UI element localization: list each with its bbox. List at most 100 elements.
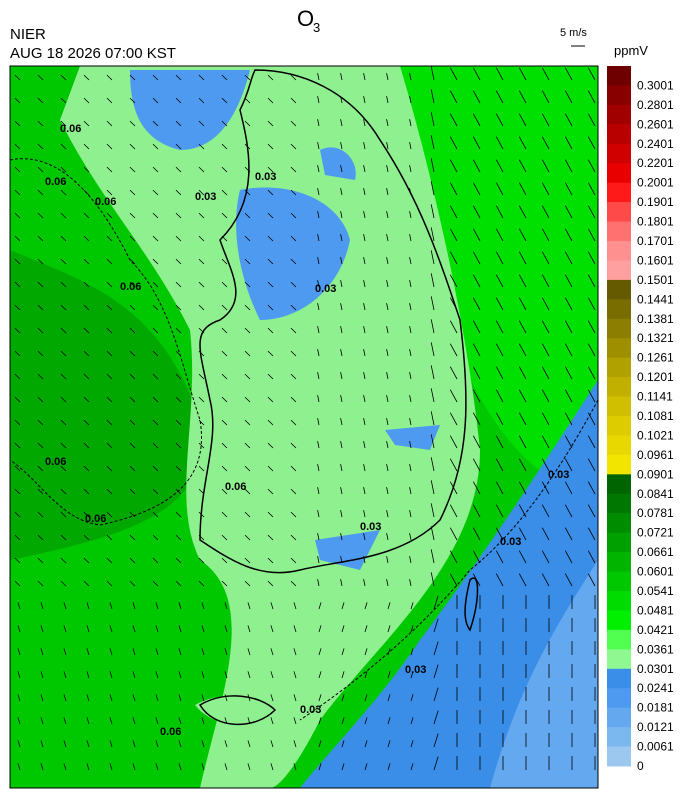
wind-arrow (86, 671, 90, 679)
colorbar-label: 0.0061 (637, 740, 674, 754)
wind-arrow (198, 557, 205, 564)
wind-arrow (14, 396, 21, 403)
wind-arrow (341, 648, 345, 656)
wind-arrow (587, 481, 596, 495)
wind-arrow (37, 580, 44, 587)
wind-arrow (340, 303, 343, 311)
wind-arrow (221, 373, 228, 380)
wind-arrow (14, 465, 21, 472)
wind-arrow (14, 580, 21, 587)
colorbar-box (607, 377, 631, 398)
wind-arrow (83, 327, 90, 334)
wind-arrow (317, 579, 320, 587)
wind-arrow (364, 740, 368, 748)
wind-arrow (433, 733, 439, 748)
wind-arrow (449, 228, 458, 242)
wind-arrow (198, 350, 205, 357)
wind-arrow (564, 412, 573, 426)
wind-arrow (317, 464, 320, 472)
wind-arrow (244, 258, 251, 265)
wind-arrow (290, 120, 297, 127)
wind-arrow (40, 625, 44, 633)
wind-arrow (224, 625, 228, 633)
wind-arrow (201, 694, 205, 702)
colorbar-label: 0.1321 (637, 331, 674, 345)
wind-arrow (267, 143, 274, 150)
wind-arrow (290, 235, 297, 242)
wind-arrow (564, 90, 573, 104)
wind-arrow (409, 372, 412, 380)
wind-arrow (83, 304, 90, 311)
wind-arrow (37, 235, 44, 242)
wind-arrow (587, 297, 596, 311)
wind-arrow (564, 159, 573, 173)
wind-arrow (221, 580, 228, 587)
wind-arrow (267, 166, 274, 173)
wind-arrow (155, 625, 159, 633)
wind-arrow (14, 97, 21, 104)
wind-arrow (83, 97, 90, 104)
wind-arrow (178, 625, 182, 633)
wind-arrow (340, 556, 343, 564)
wind-arrow (17, 671, 21, 679)
contour-label: 0.06 (60, 123, 81, 135)
wind-arrow (290, 419, 297, 426)
wind-arrow (449, 159, 458, 173)
wind-arrow (541, 550, 550, 564)
wind-arrow (201, 602, 205, 610)
wind-arrow (198, 189, 205, 196)
colorbar-box (607, 202, 631, 223)
wind-arrow (129, 396, 136, 403)
wind-arrow (363, 487, 366, 495)
wind-arrow (198, 419, 205, 426)
wind-arrow (37, 143, 44, 150)
wind-arrow (541, 458, 550, 472)
wind-arrow (14, 120, 21, 127)
wind-arrow (17, 763, 21, 771)
wind-arrow (386, 280, 389, 288)
wind-arrow (178, 717, 182, 725)
wind-arrow (293, 602, 297, 610)
wind-arrow (60, 143, 67, 150)
wind-arrow (152, 143, 159, 150)
wind-arrow (340, 234, 343, 242)
wind-arrow (430, 388, 435, 403)
colorbar-box (607, 104, 631, 125)
wind-arrow (129, 74, 136, 81)
wind-arrow (37, 258, 44, 265)
wind-arrow (60, 304, 67, 311)
wind-arrow (40, 671, 44, 679)
wind-arrow (587, 435, 596, 449)
wind-arrow (363, 257, 366, 265)
wind-arrow (60, 580, 67, 587)
colorbar-label: 0.1501 (637, 273, 674, 287)
wind-arrow (83, 419, 90, 426)
wind-arrow (40, 717, 44, 725)
wind-arrow (430, 457, 435, 472)
wind-arrow (198, 258, 205, 265)
wind-arrow (221, 189, 228, 196)
wind-arrow (430, 135, 435, 150)
wind-arrow (224, 648, 228, 656)
wind-arrow (155, 740, 159, 748)
wind-arrow (175, 97, 182, 104)
wind-arrow (175, 304, 182, 311)
wind-arrow (386, 510, 389, 518)
wind-arrow (267, 304, 274, 311)
wind-arrow (244, 304, 251, 311)
wind-arrow (60, 166, 67, 173)
wind-arrow (106, 373, 113, 380)
wind-arrow (198, 166, 205, 173)
wind-arrow (106, 465, 113, 472)
colorbar-box (607, 260, 631, 281)
wind-arrow (293, 648, 297, 656)
wind-arrow (267, 534, 274, 541)
wind-arrow (449, 573, 458, 587)
wind-arrow (317, 73, 320, 81)
wind-arrow (86, 740, 90, 748)
wind-arrow (409, 441, 412, 449)
wind-arrow (449, 550, 458, 564)
wind-arrow (472, 573, 481, 587)
wind-arrow (364, 648, 368, 656)
